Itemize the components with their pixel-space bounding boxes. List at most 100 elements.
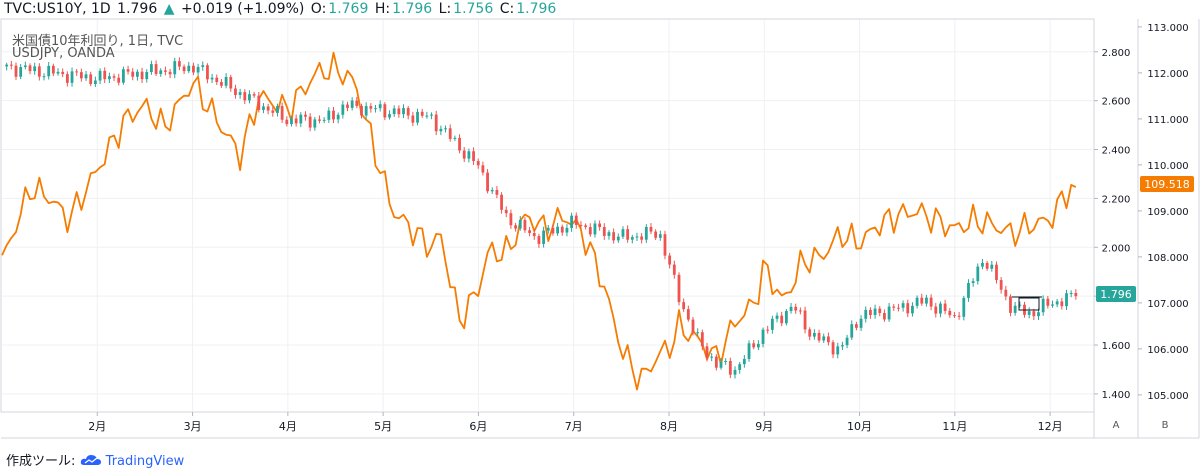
symbol-name[interactable]: TVC:US10Y, 1D [4, 1, 111, 17]
tradingview-cloud-icon [80, 455, 101, 465]
candle-body [1051, 304, 1054, 306]
candle-body [635, 236, 639, 238]
high-label: H: [374, 1, 391, 17]
candle-body [682, 302, 686, 310]
change-value: +0.019 (+1.09%) [180, 1, 305, 17]
candle-body [878, 308, 882, 314]
candle-body [985, 262, 989, 269]
candle-body [812, 332, 816, 337]
y-right-tick-label: 105.000 [1147, 391, 1188, 402]
candle-body [206, 65, 209, 80]
candle-body [70, 71, 74, 83]
candle-body [462, 150, 466, 159]
candle-body [1055, 301, 1059, 305]
candle-body [602, 227, 606, 236]
candle-body [593, 223, 597, 235]
candle-body [714, 356, 718, 368]
candle-body [630, 237, 634, 240]
candle-body [826, 336, 830, 343]
candle-body [224, 77, 228, 86]
candle-body [252, 94, 256, 96]
candle-body [644, 226, 648, 240]
y-right-tick-label: 107.000 [1147, 299, 1188, 310]
y-left-tick-label: 2.600 [1102, 97, 1131, 108]
candle-body [658, 234, 662, 238]
candle-body [145, 72, 149, 80]
candle-body [920, 297, 924, 304]
candle-body [164, 70, 167, 72]
candle-body [271, 110, 275, 113]
legend-usdjpy[interactable]: USDJPY, OANDA [12, 46, 115, 61]
candle-body [869, 309, 872, 316]
candle-body [626, 229, 630, 240]
candle-body [798, 310, 802, 312]
candle-body [453, 137, 457, 139]
candle-body [929, 297, 933, 307]
candle-body [1041, 298, 1045, 313]
candle-body [962, 297, 966, 317]
close-label: C: [499, 1, 515, 17]
candle-body [187, 65, 191, 72]
candle-body [392, 108, 396, 115]
candle-body [1037, 312, 1040, 317]
candle-body [154, 64, 158, 74]
candle-body [663, 234, 667, 256]
candle-body [1069, 292, 1073, 294]
us10y-last-label: 1.796 [1100, 288, 1132, 301]
candle-body [668, 255, 672, 265]
candle-body [649, 226, 653, 232]
candle-body [537, 236, 541, 244]
candle-body [906, 303, 910, 314]
x-tick-label: 11月 [942, 420, 967, 433]
candle-body [855, 324, 858, 328]
candle-body [546, 227, 550, 231]
up-arrow-icon: ▲ [163, 1, 175, 17]
symbol-header: TVC:US10Y, 1D 1.796 ▲ +0.019 (+1.09%) O:… [4, 1, 558, 17]
candle-body [794, 306, 798, 311]
candle-body [1032, 311, 1036, 317]
candle-body [831, 342, 835, 355]
us10y-series [5, 57, 1078, 379]
candle-body [803, 310, 807, 330]
candle-body [327, 110, 331, 120]
candle-body [178, 61, 181, 67]
candle-body [1027, 311, 1031, 315]
candle-body [182, 66, 186, 72]
chart-grid [2, 20, 1093, 411]
usdjpy-last-tag: 109.518 [1140, 176, 1194, 192]
tradingview-link[interactable]: TradingView [105, 454, 185, 469]
candle-body [514, 225, 517, 229]
open-value: 1.769 [328, 1, 369, 17]
candle-body [486, 172, 489, 192]
low-label: L: [438, 1, 452, 17]
candle-body [500, 194, 503, 210]
candle-body [47, 65, 51, 77]
candle-body [322, 119, 326, 121]
y-right-tick-label: 109.000 [1147, 207, 1188, 218]
candle-body [374, 108, 377, 110]
candle-body [742, 358, 746, 365]
candle-body [416, 111, 419, 123]
y-left-tick-label: 2.200 [1102, 194, 1131, 205]
candle-body [346, 104, 349, 108]
auto-scale-button-b[interactable]: B [1161, 420, 1169, 431]
candle-body [37, 66, 41, 77]
y-right-tick-label: 111.000 [1147, 115, 1188, 126]
candle-body [56, 71, 60, 74]
candle-body [887, 306, 891, 320]
candle-body [476, 161, 480, 166]
candle-body [677, 274, 681, 303]
candle-body [444, 128, 447, 130]
auto-scale-button-a[interactable]: A [1112, 420, 1120, 431]
candle-body [402, 108, 405, 115]
plot-border [0, 18, 1095, 413]
candle-body [570, 215, 574, 228]
candle-body [406, 108, 410, 116]
candle-body [159, 70, 163, 74]
candle-body [61, 71, 65, 75]
candle-body [383, 104, 387, 118]
legend-us10y[interactable]: 米国債10年利回り, 1日, TVC [12, 34, 184, 49]
candle-body [364, 106, 368, 116]
candle-body [23, 65, 27, 68]
candle-body [901, 303, 905, 308]
